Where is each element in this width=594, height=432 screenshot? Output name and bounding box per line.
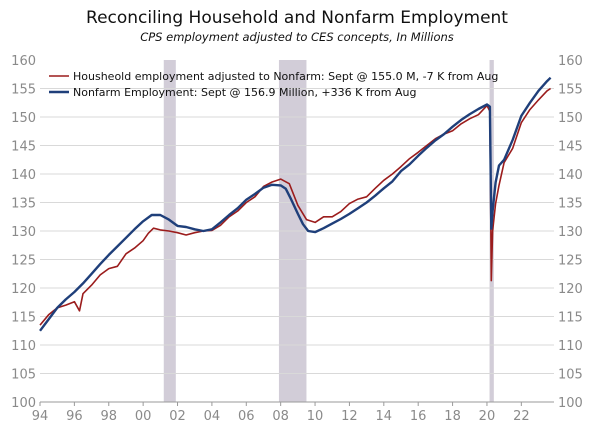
nonfarm-employment-line [39, 76, 552, 332]
x-tick-label: 16 [410, 409, 427, 424]
gridlines-layer [40, 88, 554, 374]
chart-title: Reconciling Household and Nonfarm Employ… [86, 8, 508, 28]
y-tick-label-right: 135 [558, 197, 583, 212]
y-tick-label-right: 130 [558, 225, 583, 240]
y-tick-label-right: 100 [558, 396, 583, 411]
legend: Housheold employment adjusted to Nonfarm… [49, 70, 498, 99]
y-tick-label-left: 110 [11, 339, 36, 354]
y-tick-label-left: 130 [11, 225, 36, 240]
legend-label-1: Housheold employment adjusted to Nonfarm… [73, 70, 498, 83]
y-tick-label-right: 105 [558, 368, 583, 383]
x-tick-label: 20 [479, 409, 496, 424]
x-tick-label: 10 [307, 409, 324, 424]
y-tick-label-left: 155 [11, 83, 36, 98]
y-tick-label-right: 110 [558, 339, 583, 354]
x-axis-ticks: 94 96 98 00 02 04 06 08 10 12 14 16 18 20 22 [32, 402, 530, 424]
x-tick-label: 00 [135, 409, 152, 424]
legend-label-2: Nonfarm Employment: Sept @ 156.9 Million… [73, 86, 416, 99]
y-tick-label-left: 160 [11, 54, 36, 69]
y-tick-label-left: 115 [11, 311, 36, 326]
y-tick-label-left: 140 [11, 168, 36, 183]
x-tick-label: 94 [32, 409, 49, 424]
x-tick-label: 98 [100, 409, 117, 424]
y-tick-label-left: 135 [11, 197, 36, 212]
y-tick-label-left: 145 [11, 140, 36, 155]
y-axis-right-ticks: 100 105 110 115 120 125 130 135 140 145 150 155 160 [558, 54, 583, 411]
x-tick-label: 22 [513, 409, 530, 424]
y-axis-left-ticks: 100 105 110 115 120 125 130 135 140 145 150 155 160 [11, 54, 36, 411]
y-tick-label-right: 140 [558, 168, 583, 183]
x-tick-label: 12 [341, 409, 358, 424]
y-tick-label-right: 155 [558, 83, 583, 98]
y-tick-label-left: 150 [11, 111, 36, 126]
x-tick-label: 18 [444, 409, 461, 424]
y-tick-label-right: 125 [558, 254, 583, 269]
x-tick-label: 06 [238, 409, 255, 424]
series-layer [39, 76, 552, 332]
y-tick-label-right: 160 [558, 54, 583, 69]
y-tick-label-right: 120 [558, 282, 583, 297]
chart-subtitle: CPS employment adjusted to CES concepts,… [140, 30, 454, 44]
y-tick-label-right: 150 [558, 111, 583, 126]
x-tick-label: 02 [169, 409, 186, 424]
x-tick-label: 04 [204, 409, 221, 424]
y-tick-label-right: 115 [558, 311, 583, 326]
y-tick-label-left: 100 [11, 396, 36, 411]
y-tick-label-left: 105 [11, 368, 36, 383]
x-tick-label: 08 [272, 409, 289, 424]
y-tick-label-right: 145 [558, 140, 583, 155]
x-tick-label: 14 [376, 409, 393, 424]
y-tick-label-left: 125 [11, 254, 36, 269]
y-tick-label-left: 120 [11, 282, 36, 297]
x-tick-label: 96 [66, 409, 83, 424]
